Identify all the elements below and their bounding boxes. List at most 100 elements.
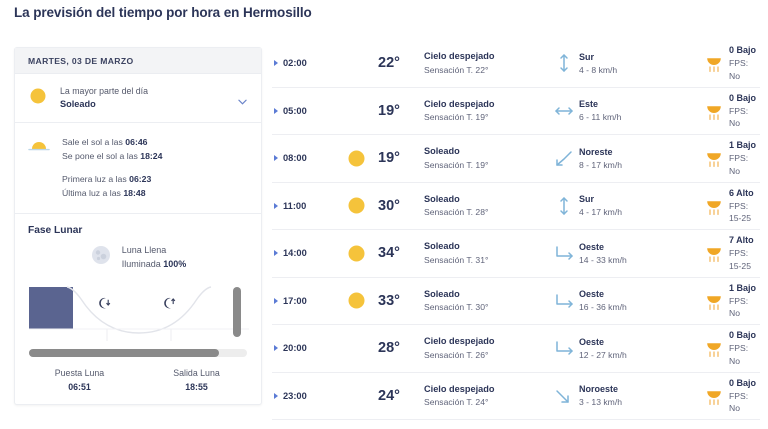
- sunset-time: 18:24: [140, 151, 163, 162]
- hour-fps: FPS: No: [729, 390, 749, 414]
- hour-wind-speed: 16 - 36 km/h: [579, 302, 627, 313]
- sun-icon: [28, 86, 48, 111]
- moon-icon: [334, 385, 378, 407]
- hour-condition: Cielo despejado: [424, 98, 495, 109]
- page-title: La previsión del tiempo por hora en Herm…: [14, 5, 312, 20]
- first-light-label: Primera luz a las: [62, 174, 127, 185]
- hour-feels-like: Sensación T. 22°: [424, 64, 489, 75]
- hour-condition-cell: Cielo despejado Sensación T. 24°: [424, 383, 549, 409]
- hour-condition-cell: Cielo despejado Sensación T. 22°: [424, 50, 549, 76]
- hour-uv-cell: 1 Bajo FPS: No: [699, 282, 760, 320]
- hour-wind-direction: Noreste: [579, 146, 613, 157]
- hour-time-cell[interactable]: 20:00: [272, 343, 334, 353]
- hour-wind-direction: Sur: [579, 194, 595, 204]
- hour-fps: FPS: No: [729, 295, 749, 319]
- expand-triangle-icon[interactable]: [274, 250, 278, 257]
- arrow-right-icon: [549, 242, 579, 264]
- hour-wind-direction: Noroeste: [579, 384, 619, 394]
- hour-temperature: 34°: [378, 245, 400, 262]
- hour-uv-index: 1 Bajo: [729, 282, 757, 293]
- day-summary-card: MARTES, 03 DE MARZO La mayor parte del d…: [14, 47, 262, 405]
- summary-line-1: La mayor parte del día: [60, 86, 149, 96]
- hour-time-cell[interactable]: 11:00: [272, 201, 334, 211]
- expand-triangle-icon[interactable]: [274, 155, 278, 162]
- sunrise-icon: [28, 135, 54, 157]
- moon-icon: [334, 100, 378, 122]
- hour-time-cell[interactable]: 02:00: [272, 58, 334, 68]
- hour-wind-cell: Sur 4 - 17 km/h: [549, 193, 699, 219]
- hour-uv-cell: 1 Bajo FPS: No: [699, 139, 760, 177]
- moon-rise-icon: [161, 296, 176, 316]
- hour-time-label: 05:00: [283, 105, 307, 116]
- hour-feels-like: Sensación T. 24°: [424, 397, 489, 408]
- hour-time-cell[interactable]: 08:00: [272, 153, 334, 163]
- hour-condition-cell: Cielo despejado Sensación T. 26°: [424, 335, 549, 361]
- moon-times-row: Puesta Luna 06:51 Salida Luna 18:55: [15, 367, 261, 393]
- hour-condition-cell: Soleado Sensación T. 30°: [424, 288, 549, 314]
- expand-triangle-icon[interactable]: [274, 60, 278, 67]
- hour-wind-cell: Este 6 - 11 km/h: [549, 98, 699, 124]
- hour-uv-cell: 0 Bajo FPS: No: [699, 92, 760, 130]
- moon-icon: [334, 52, 378, 74]
- hour-feels-like: Sensación T. 19°: [424, 159, 489, 170]
- hour-temperature: 19°: [378, 150, 400, 167]
- chevron-down-icon[interactable]: [238, 94, 247, 105]
- uv-sun-icon: [699, 53, 729, 73]
- moon-set-icon: [96, 296, 111, 316]
- hourly-row[interactable]: 20:00 28° Cielo despejado Sensación T. 26° O…: [272, 325, 760, 373]
- sunrise-label: Sale el sol a las: [62, 137, 123, 148]
- hour-wind-cell: Oeste 14 - 33 km/h: [549, 241, 699, 267]
- hour-fps: FPS: 15-25: [729, 248, 751, 271]
- hour-uv-index: 0 Bajo: [729, 92, 757, 103]
- hourly-row[interactable]: 11:00 30° Soleado Sensación T. 28° Sur 4 - 17…: [272, 183, 760, 230]
- hour-condition: Cielo despejado: [424, 336, 495, 347]
- moon-phase-row: Luna Llena Iluminada 100%: [15, 240, 261, 277]
- hour-condition: Soleado: [424, 193, 460, 204]
- moonrise-time: 18:55: [185, 381, 208, 392]
- moonrise-block: Salida Luna 18:55: [138, 367, 255, 393]
- hour-time-cell[interactable]: 05:00: [272, 106, 334, 116]
- hour-wind-speed: 3 - 13 km/h: [579, 397, 622, 408]
- hour-feels-like: Sensación T. 19°: [424, 112, 489, 123]
- expand-triangle-icon[interactable]: [274, 297, 278, 304]
- hour-temperature: 19°: [378, 102, 400, 119]
- expand-triangle-icon[interactable]: [274, 392, 278, 399]
- expand-triangle-icon[interactable]: [274, 202, 278, 209]
- arrow-up-icon: [549, 52, 579, 74]
- hourly-row[interactable]: 02:00 22° Cielo despejado Sensación T. 22° S…: [272, 40, 760, 88]
- hour-fps: FPS: No: [729, 153, 749, 176]
- hour-temperature: 33°: [378, 292, 400, 309]
- hour-condition: Soleado: [424, 146, 460, 157]
- hourly-row[interactable]: 23:00 24° Cielo despejado Sensación T. 24° N…: [272, 373, 760, 420]
- hourly-row[interactable]: 17:00 33° Soleado Sensación T. 30° Oeste 16 -…: [272, 278, 760, 325]
- hour-time-cell[interactable]: 14:00: [272, 248, 334, 258]
- day-summary-row[interactable]: La mayor parte del día Soleado: [15, 74, 261, 124]
- hour-wind-cell: Oeste 12 - 27 km/h: [549, 336, 699, 362]
- moon-illumination-label: Iluminada: [121, 258, 161, 269]
- hour-time-label: 08:00: [283, 153, 307, 164]
- moon-elevation-chart: [29, 283, 249, 345]
- progress-fill: [29, 349, 219, 358]
- hourly-row[interactable]: 14:00 34° Soleado Sensación T. 31° Oeste 14 -…: [272, 230, 760, 278]
- hourly-row[interactable]: 05:00 19° Cielo despejado Sensación T. 19° E…: [272, 88, 760, 135]
- hour-time-cell[interactable]: 17:00: [272, 296, 334, 306]
- expand-triangle-icon[interactable]: [274, 107, 278, 114]
- hour-time-cell[interactable]: 23:00: [272, 391, 334, 401]
- hourly-row[interactable]: 08:00 19° Soleado Sensación T. 19° Noreste 8 …: [272, 135, 760, 183]
- arrow-left-icon: [549, 100, 579, 122]
- spacer: [62, 163, 162, 172]
- sun-icon: [334, 243, 378, 264]
- hour-time-label: 20:00: [283, 343, 307, 354]
- last-light-line: Última luz a las 18:48: [62, 186, 162, 200]
- moon-progress-bar[interactable]: [29, 349, 247, 358]
- sunrise-line: Sale el sol a las 06:46: [62, 135, 162, 149]
- arrow-right-icon: [549, 337, 579, 359]
- sun-icon: [334, 290, 378, 311]
- hour-time-label: 14:00: [283, 248, 307, 259]
- hour-wind-speed: 14 - 33 km/h: [579, 254, 627, 265]
- hour-wind-cell: Sur 4 - 8 km/h: [549, 51, 699, 77]
- hour-uv-index: 0 Bajo: [729, 45, 757, 56]
- hour-uv-index: 1 Bajo: [729, 140, 757, 151]
- expand-triangle-icon[interactable]: [274, 345, 278, 352]
- hour-temperature: 22°: [378, 55, 400, 72]
